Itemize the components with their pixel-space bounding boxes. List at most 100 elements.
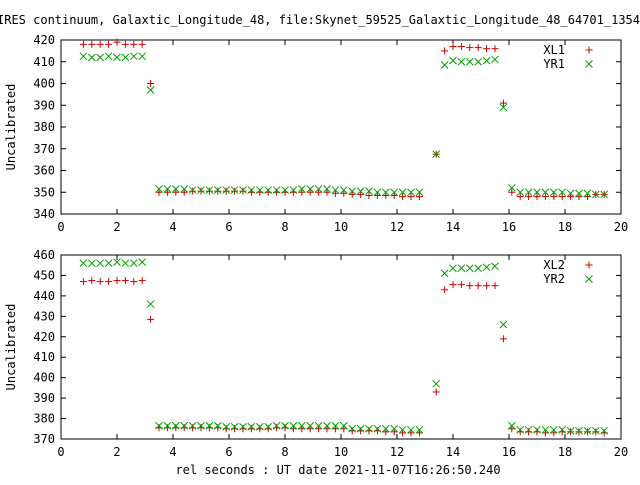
chart-1-yr1-point: [323, 185, 331, 193]
chart-2-yr2-point: [583, 426, 592, 435]
chart-1-legend-label: YR1: [543, 57, 565, 71]
chart-1-yr1-point: [230, 186, 239, 194]
chart-1-xl1-point: [88, 40, 96, 48]
chart-2-x-tick-label: 8: [281, 445, 288, 459]
chart-2-yr2-point: [457, 264, 466, 273]
chart-2-xl2-point: [415, 429, 423, 437]
chart-1-xl1-point: [121, 40, 129, 48]
chart-1-xl1-point: [205, 187, 213, 195]
chart-2-yr2-point: [465, 264, 474, 273]
chart-2-yr2-point: [507, 421, 516, 430]
chart-1-xl1-point: [415, 193, 423, 201]
chart-2-yr2-point: [155, 421, 163, 430]
chart-1-xl1-point: [357, 190, 365, 198]
chart-1-x-tick-label: 2: [113, 220, 120, 234]
chart-1-yr1-point: [533, 188, 541, 197]
chart-1-xl1-point: [79, 40, 87, 48]
chart-1-y-tick-label: 370: [33, 142, 55, 156]
chart-1-yr1-point: [499, 103, 508, 112]
chart-2-xl2-point: [592, 428, 600, 436]
chart-2-yr2-point: [129, 259, 138, 268]
chart-1-y-tick-label: 400: [33, 77, 55, 91]
chart-1-xl1-point: [155, 188, 163, 196]
chart-2-yr2-point: [79, 259, 88, 268]
chart-1-xl1-point: [365, 192, 373, 200]
chart-2-x-tick-label: 0: [57, 445, 64, 459]
chart-1-x-tick-label: 0: [57, 220, 64, 234]
chart-2-plot-frame: [60, 254, 622, 440]
chart-2-yr2-point: [113, 258, 121, 267]
chart-2-xl2-point: [96, 278, 104, 286]
chart-1-xl1-point: [189, 187, 197, 195]
chart-2-yr2-point: [230, 422, 239, 431]
chart-1-yr1-point: [331, 186, 340, 194]
chart-2-series-xl2: [79, 277, 608, 437]
chart-1-xl1-point: [331, 189, 339, 197]
chart-1-xl1-point: [172, 188, 180, 196]
chart-2-y-tick-label: 370: [33, 432, 55, 446]
chart-1-xl1-point: [399, 193, 407, 201]
chart-2: 0 2 4 6 8 10 12 14 16 18 20 370 380 390 400 410 420 430 44…: [4, 248, 628, 459]
chart-2-x-tick-label: 12: [390, 445, 404, 459]
chart-1-yr1-point: [297, 185, 306, 193]
chart-2-xl2-point: [457, 281, 465, 289]
chart-1-yr1-point: [306, 185, 315, 193]
chart-2-yr2-point: [314, 421, 323, 430]
chart-2-xl2-point: [289, 425, 297, 433]
chart-1-yr1-point: [163, 185, 172, 193]
chart-2-xl2-point: [567, 428, 575, 436]
chart-1-xl1-point: [138, 40, 146, 48]
chart-1-x-tick-label: 20: [614, 220, 628, 234]
chart-2-legend-label: YR2: [543, 272, 565, 286]
chart-2-yr2-point: [138, 258, 147, 267]
chart-1-xl1-point: [105, 40, 113, 48]
chart-1-xl1-point: [222, 187, 230, 195]
chart-1-yr1-point: [356, 187, 365, 196]
chart-1-yr1-point: [407, 188, 415, 197]
chart-2-xl2-point: [550, 429, 558, 437]
chart-2-yr2-point: [491, 262, 499, 271]
chart-1-xl1-point: [382, 192, 390, 200]
chart-1-xl1-point: [113, 38, 121, 46]
chart-1-xl1-point: [390, 192, 398, 200]
chart-2-yr2-point: [373, 424, 382, 433]
chart-1-yr1-point: [524, 188, 533, 197]
chart-1-yr1-point: [541, 188, 550, 197]
chart-1-yr1-point: [491, 55, 499, 64]
chart-2-yr2-point: [390, 424, 399, 433]
chart-2-y-tick-label: 380: [33, 412, 55, 426]
chart-1-xl1-point: [96, 40, 104, 48]
chart-1-xl1-point: [323, 188, 331, 196]
chart-2-xl2-point: [575, 428, 583, 436]
chart-2-yr2-point: [524, 425, 533, 434]
chart-1-yr1-point: [465, 57, 474, 66]
chart-2-yr2-point: [516, 425, 525, 434]
chart-2-y-tick-label: 400: [33, 371, 55, 385]
chart-2-yr2-point: [247, 422, 256, 431]
chart-2-yr2-point: [171, 421, 180, 430]
chart-1-xl1-point: [163, 188, 171, 196]
chart-1-xl1-point: [508, 188, 516, 196]
chart-1-yr1-point: [482, 56, 491, 65]
chart-2-yr2-point: [163, 421, 172, 430]
chart-2-yr2-point: [415, 425, 424, 434]
chart-1-y-tick-label: 380: [33, 120, 55, 134]
chart-1-xl1-point: [441, 47, 449, 55]
chart-2-yr2-point: [440, 269, 449, 278]
chart-1-legend-marker: [585, 46, 593, 54]
chart-2-yr2-point: [96, 259, 105, 268]
chart-1-legend-label: XL1: [543, 43, 565, 57]
chart-2-xl2-point: [130, 278, 138, 286]
chart-2-yr2-point: [365, 424, 373, 433]
chart-1-xl1-point: [558, 193, 566, 201]
chart-1-xl1-point: [491, 45, 499, 53]
chart-1-xl1-point: [525, 193, 533, 201]
chart-1-yr1-point: [79, 52, 88, 61]
chart-1-yr1-point: [146, 86, 155, 94]
chart-2-yr2-point: [348, 424, 357, 433]
chart-2-y-tick-label: 410: [33, 350, 55, 364]
chart-2-legend-marker: [585, 261, 593, 269]
chart-1-yr1-point: [289, 186, 298, 194]
chart-2-yr2-point: [591, 426, 600, 435]
